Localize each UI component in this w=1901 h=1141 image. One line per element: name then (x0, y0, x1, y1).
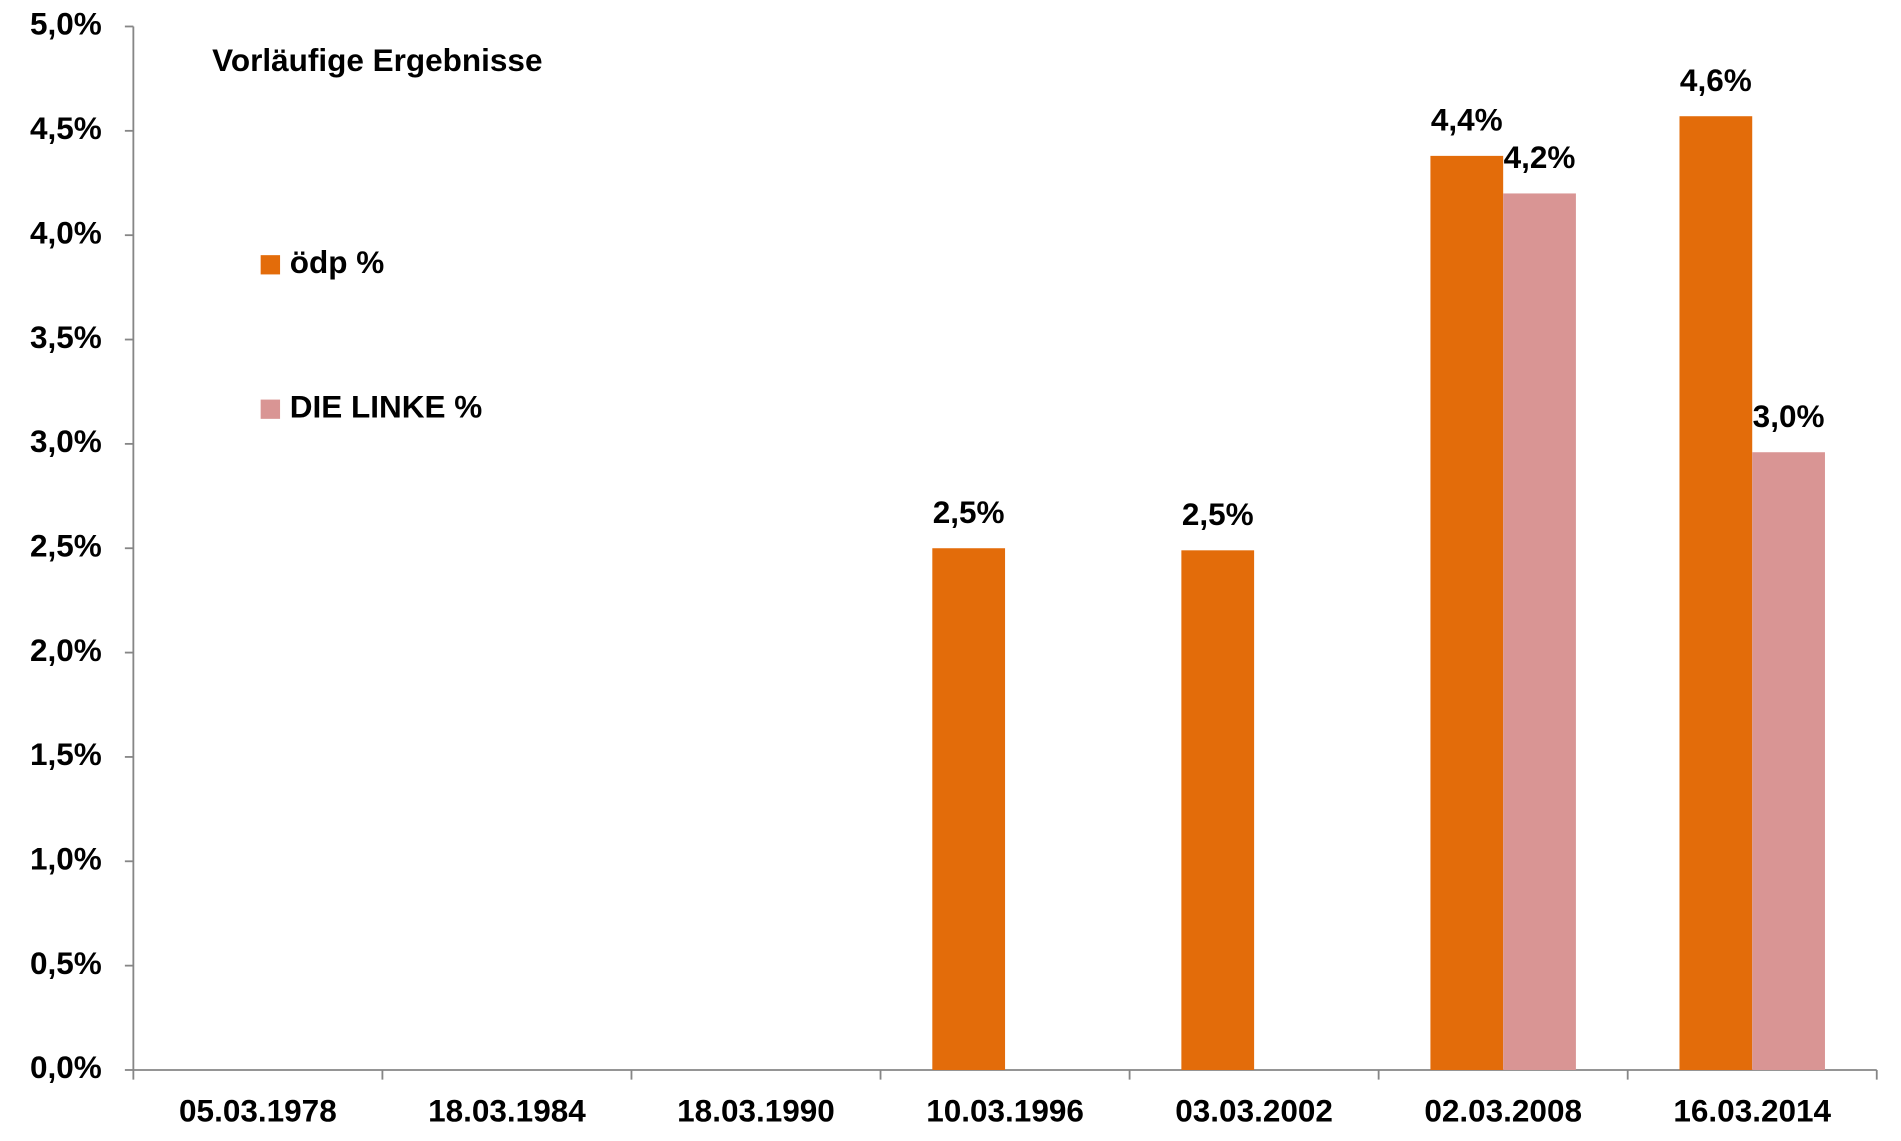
y-tick-label: 2,5% (30, 529, 102, 564)
y-tick-label: 0,5% (30, 946, 102, 981)
bar (1679, 116, 1753, 1070)
x-tick-label: 03.03.2002 (1175, 1094, 1333, 1129)
x-tick-label: 16.03.2014 (1673, 1094, 1831, 1129)
chart-title: Vorläufige Ergebnisse (212, 43, 542, 78)
bar (932, 548, 1006, 1070)
y-tick-label: 3,5% (30, 320, 102, 355)
legend-label: ödp % (290, 245, 385, 280)
y-tick-label: 3,0% (30, 424, 102, 459)
bar (1503, 193, 1576, 1070)
data-label: 2,5% (933, 495, 1005, 530)
x-tick-label: 02.03.2008 (1424, 1094, 1582, 1129)
y-tick-label: 0,0% (30, 1050, 102, 1085)
data-label: 4,2% (1504, 140, 1576, 175)
bar (1430, 155, 1504, 1070)
x-tick-label: 05.03.1978 (179, 1094, 337, 1129)
y-tick-label: 1,0% (30, 842, 102, 877)
y-tick-label: 5,0% (30, 7, 102, 42)
bar (1181, 550, 1255, 1070)
legend-label: DIE LINKE % (290, 390, 483, 425)
y-tick-label: 2,0% (30, 633, 102, 668)
data-label: 4,6% (1680, 63, 1752, 98)
x-tick-label: 10.03.1996 (926, 1094, 1084, 1129)
legend-swatch (260, 399, 281, 419)
data-label: 2,5% (1182, 497, 1254, 532)
y-tick-label: 1,5% (30, 737, 102, 772)
bar (1752, 452, 1825, 1070)
legend-swatch (260, 255, 281, 275)
data-label: 4,4% (1431, 103, 1503, 138)
x-tick-label: 18.03.1990 (677, 1094, 835, 1129)
data-label: 3,0% (1753, 399, 1825, 434)
x-tick-label: 18.03.1984 (428, 1094, 586, 1129)
y-tick-label: 4,0% (30, 216, 102, 251)
y-tick-label: 4,5% (30, 111, 102, 146)
